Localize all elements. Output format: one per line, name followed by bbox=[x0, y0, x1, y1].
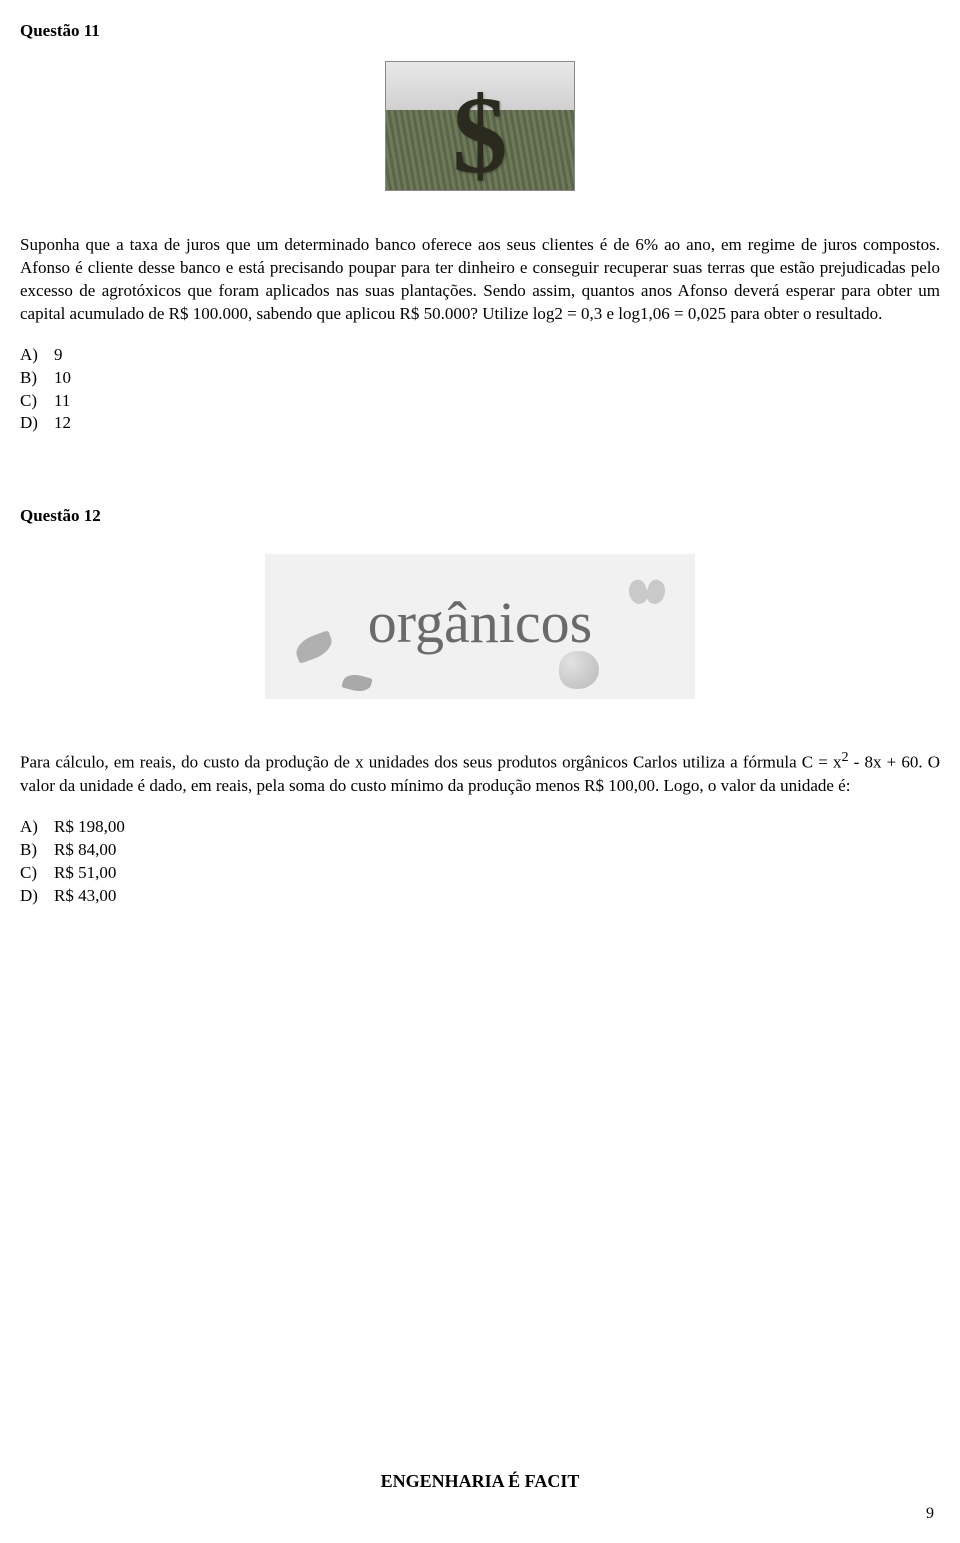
choice-text: 9 bbox=[54, 344, 63, 367]
organicos-image: orgânicos bbox=[265, 554, 695, 699]
choice-item: C) 11 bbox=[20, 390, 940, 413]
choice-item: C) R$ 51,00 bbox=[20, 862, 940, 885]
question-11-image-wrap: $ bbox=[20, 61, 940, 198]
choice-letter: C) bbox=[20, 862, 54, 885]
choice-item: B) R$ 84,00 bbox=[20, 839, 940, 862]
q12-text-prefix: Para cálculo, em reais, do custo da prod… bbox=[20, 753, 841, 772]
question-12-image-wrap: orgânicos bbox=[20, 554, 940, 706]
choice-item: D) 12 bbox=[20, 412, 940, 435]
butterfly-icon bbox=[629, 580, 665, 608]
leaf-icon bbox=[341, 672, 372, 695]
question-11-choices: A) 9 B) 10 C) 11 D) 12 bbox=[20, 344, 940, 436]
choice-text: R$ 51,00 bbox=[54, 862, 116, 885]
choice-text: 11 bbox=[54, 390, 70, 413]
choice-letter: D) bbox=[20, 412, 54, 435]
choice-text: 12 bbox=[54, 412, 71, 435]
choice-letter: C) bbox=[20, 390, 54, 413]
question-11-title: Questão 11 bbox=[20, 20, 940, 43]
choice-letter: B) bbox=[20, 367, 54, 390]
dollar-field-image: $ bbox=[385, 61, 575, 191]
choice-text: R$ 84,00 bbox=[54, 839, 116, 862]
question-12-choices: A) R$ 198,00 B) R$ 84,00 C) R$ 51,00 D) … bbox=[20, 816, 940, 908]
choice-letter: D) bbox=[20, 885, 54, 908]
choice-item: A) R$ 198,00 bbox=[20, 816, 940, 839]
choice-item: A) 9 bbox=[20, 344, 940, 367]
q12-exponent: 2 bbox=[841, 749, 848, 765]
choice-letter: B) bbox=[20, 839, 54, 862]
fruit-icon bbox=[559, 651, 599, 689]
choice-letter: A) bbox=[20, 816, 54, 839]
question-11-text: Suponha que a taxa de juros que um deter… bbox=[20, 234, 940, 326]
footer-title: ENGENHARIA É FACIT bbox=[0, 1469, 960, 1493]
question-12-text: Para cálculo, em reais, do custo da prod… bbox=[20, 748, 940, 798]
question-12-title: Questão 12 bbox=[20, 505, 940, 528]
choice-item: B) 10 bbox=[20, 367, 940, 390]
dollar-sign-icon: $ bbox=[386, 80, 574, 190]
choice-text: R$ 198,00 bbox=[54, 816, 125, 839]
choice-text: 10 bbox=[54, 367, 71, 390]
choice-item: D) R$ 43,00 bbox=[20, 885, 940, 908]
choice-letter: A) bbox=[20, 344, 54, 367]
page-number: 9 bbox=[926, 1503, 934, 1525]
choice-text: R$ 43,00 bbox=[54, 885, 116, 908]
